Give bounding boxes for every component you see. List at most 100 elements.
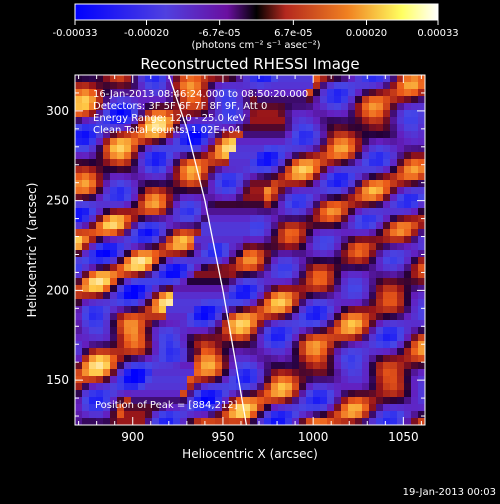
heatmap-cell [215, 208, 223, 216]
heatmap-cell [334, 131, 342, 139]
heatmap-cell [257, 201, 265, 209]
heatmap-cell [341, 383, 349, 391]
heatmap-cell [215, 187, 223, 195]
heatmap-cell [327, 215, 335, 223]
heatmap-cell [362, 369, 370, 377]
heatmap-cell [334, 159, 342, 167]
heatmap-cell [397, 313, 405, 321]
heatmap-cell [131, 341, 139, 349]
heatmap-cell [376, 215, 384, 223]
heatmap-cell [320, 397, 328, 405]
heatmap-cell [75, 341, 83, 349]
heatmap-cell [411, 89, 419, 97]
heatmap-cell [278, 222, 286, 230]
heatmap-cell [166, 320, 174, 328]
heatmap-cell [208, 306, 216, 314]
heatmap-cell [369, 383, 377, 391]
heatmap-cell [306, 418, 314, 425]
heatmap-cell [306, 320, 314, 328]
heatmap-cell [124, 131, 132, 139]
heatmap-cell [264, 383, 272, 391]
heatmap-cell [194, 180, 202, 188]
heatmap-cell [89, 222, 97, 230]
heatmap-cell [229, 355, 237, 363]
heatmap-cell [376, 138, 384, 146]
heatmap-cell [418, 285, 425, 293]
heatmap-cell [292, 369, 300, 377]
heatmap-cell [201, 334, 209, 342]
heatmap-cell [117, 397, 125, 405]
heatmap-cell [306, 292, 314, 300]
heatmap-cell [173, 152, 181, 160]
heatmap-cell [355, 390, 363, 398]
heatmap-cell [103, 327, 111, 335]
heatmap-cell [82, 124, 90, 132]
heatmap-cell [320, 201, 328, 209]
heatmap-cell [159, 369, 167, 377]
heatmap-cell [201, 138, 209, 146]
heatmap-cell [201, 124, 209, 132]
heatmap-cell [243, 103, 251, 111]
heatmap-cell [131, 222, 139, 230]
heatmap-cell [208, 152, 216, 160]
heatmap-cell [376, 313, 384, 321]
heatmap-cell [299, 229, 307, 237]
heatmap-cell [362, 187, 370, 195]
annotation-counts: Clean Total counts: 1.02E+04 [93, 125, 241, 136]
heatmap-cell [320, 110, 328, 118]
heatmap-cell [194, 89, 202, 97]
heatmap-cell [145, 271, 153, 279]
heatmap-cell [306, 348, 314, 356]
heatmap-cell [208, 103, 216, 111]
heatmap-cell [229, 383, 237, 391]
heatmap-cell [145, 75, 153, 83]
heatmap-cell [292, 271, 300, 279]
heatmap-cell [404, 404, 412, 412]
heatmap-cell [418, 341, 425, 349]
heatmap-cell [285, 313, 293, 321]
heatmap-cell [313, 138, 321, 146]
heatmap-cell [257, 257, 265, 265]
heatmap-cell [187, 327, 195, 335]
heatmap-cell [320, 306, 328, 314]
heatmap-cell [145, 187, 153, 195]
heatmap-cell [355, 327, 363, 335]
heatmap-cell [138, 278, 146, 286]
heatmap-cell [75, 152, 83, 160]
heatmap-cell [222, 152, 230, 160]
heatmap-cell [201, 166, 209, 174]
heatmap-cell [397, 166, 405, 174]
heatmap-cell [222, 124, 230, 132]
heatmap-cell [96, 103, 104, 111]
heatmap-cell [166, 117, 174, 125]
heatmap-cell [334, 222, 342, 230]
heatmap-cell [257, 383, 265, 391]
heatmap-cell [369, 208, 377, 216]
heatmap-cell [82, 145, 90, 153]
heatmap-cell [89, 404, 97, 412]
heatmap-cell [208, 82, 216, 90]
heatmap-cell [117, 201, 125, 209]
heatmap-cell [257, 131, 265, 139]
heatmap-cell [180, 180, 188, 188]
heatmap-cell [138, 250, 146, 258]
heatmap-cell [159, 215, 167, 223]
heatmap-cell [75, 124, 83, 132]
heatmap-cell [404, 376, 412, 384]
heatmap-cell [397, 320, 405, 328]
heatmap-cell [96, 271, 104, 279]
heatmap-cell [131, 243, 139, 251]
heatmap-cell [397, 334, 405, 342]
heatmap-cell [103, 390, 111, 398]
heatmap-cell [348, 145, 356, 153]
heatmap-cell [229, 271, 237, 279]
heatmap-cell [362, 285, 370, 293]
heatmap-cell [201, 131, 209, 139]
heatmap-cell [390, 96, 398, 104]
heatmap-cell [166, 159, 174, 167]
heatmap-cell [299, 215, 307, 223]
heatmap-cell [145, 334, 153, 342]
heatmap-cell [299, 166, 307, 174]
heatmap-cell [159, 250, 167, 258]
heatmap-cell [418, 348, 425, 356]
